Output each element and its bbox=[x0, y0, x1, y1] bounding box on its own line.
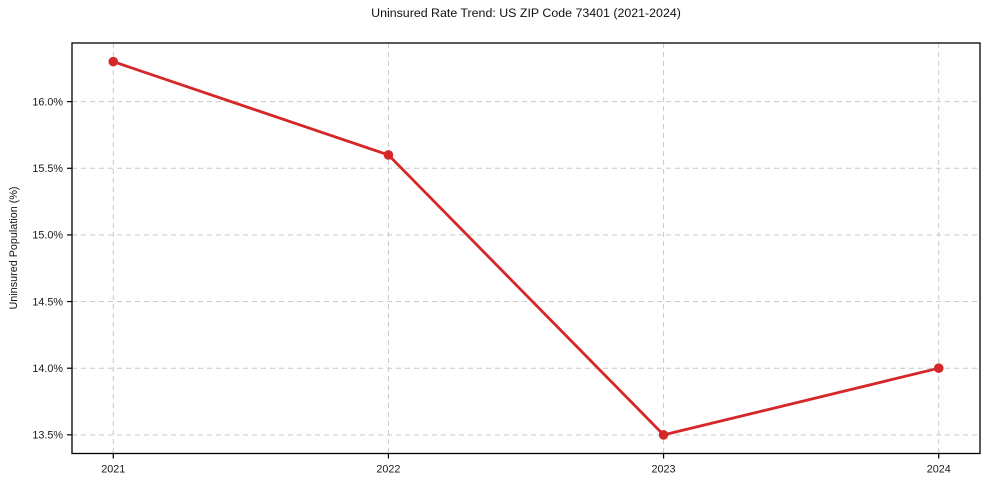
y-tick-label: 15.0% bbox=[32, 230, 63, 242]
plot-border bbox=[71, 42, 981, 455]
chart-title: Uninsured Rate Trend: US ZIP Code 73401 … bbox=[371, 6, 681, 20]
y-tick-label: 16.0% bbox=[32, 96, 63, 108]
data-point-marker bbox=[658, 430, 669, 440]
data-point-marker bbox=[933, 363, 944, 374]
x-tick-label: 2022 bbox=[376, 464, 400, 476]
data-point-marker bbox=[383, 150, 394, 160]
y-tick-label: 14.5% bbox=[32, 296, 63, 308]
trend-line bbox=[111, 60, 941, 437]
y-tick-label: 14.0% bbox=[32, 363, 63, 375]
y-tick-label: 13.5% bbox=[32, 430, 63, 442]
x-tick-label: 2021 bbox=[101, 464, 125, 476]
data-point-marker bbox=[108, 56, 119, 67]
x-tick-label: 2024 bbox=[927, 464, 951, 476]
y-tick-label: 15.5% bbox=[32, 163, 63, 175]
x-tick-label: 2023 bbox=[652, 464, 676, 476]
